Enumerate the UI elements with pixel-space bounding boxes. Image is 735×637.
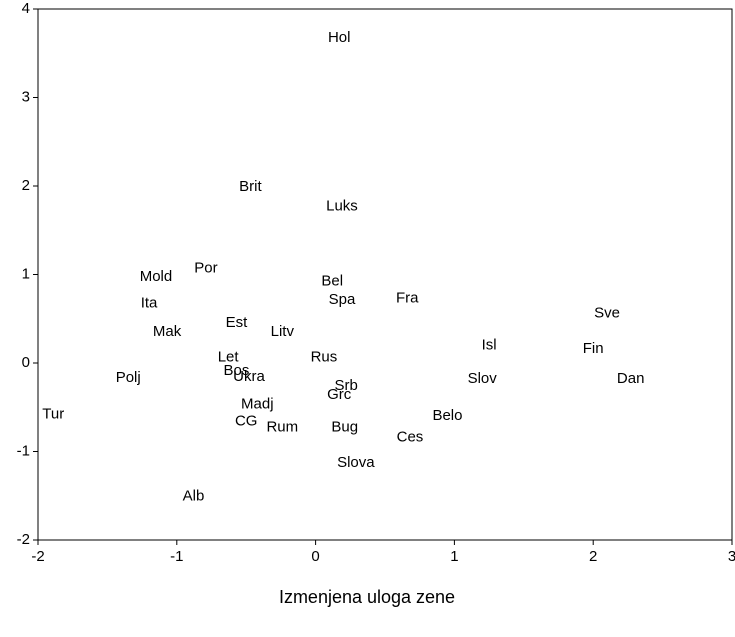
point-label: Belo [432, 407, 462, 424]
point-label: Fra [396, 289, 419, 306]
point-label: Slova [337, 454, 375, 471]
point-label: Rum [266, 419, 298, 436]
point-label: Tur [42, 405, 64, 422]
point-label: Litv [271, 323, 295, 340]
x-tick-label: 3 [728, 548, 735, 565]
point-label: Alb [183, 488, 205, 505]
x-axis-label: Izmenjena uloga zene [279, 587, 455, 607]
y-tick-label: 0 [22, 354, 30, 371]
x-tick-label: -2 [31, 548, 44, 565]
x-tick-label: 0 [311, 548, 319, 565]
point-label: Ita [141, 295, 158, 312]
x-tick-label: 2 [589, 548, 597, 565]
point-label: Sve [594, 304, 620, 321]
point-label: Ukra [233, 368, 265, 385]
y-tick-label: 3 [22, 88, 30, 105]
point-label: Ces [397, 428, 424, 445]
point-label: Brit [239, 178, 262, 195]
y-tick-label: 4 [22, 0, 30, 17]
point-label: Bel [321, 273, 343, 290]
point-label: Fin [583, 340, 604, 357]
x-tick-label: -1 [170, 548, 183, 565]
y-tick-label: 2 [22, 177, 30, 194]
point-label: Madj [241, 396, 274, 413]
point-label: CG [235, 412, 258, 429]
point-label: Dan [617, 370, 645, 387]
point-label: Grc [327, 386, 352, 403]
point-label: Srb [334, 377, 357, 394]
y-tick-label: -2 [17, 531, 30, 548]
point-label: Bug [331, 419, 358, 436]
point-label: Est [226, 314, 249, 331]
x-tick-label: 1 [450, 548, 458, 565]
point-label: Slov [468, 370, 498, 387]
point-label: Por [194, 259, 217, 276]
point-label: Mold [140, 268, 173, 285]
point-label: Let [218, 349, 240, 366]
point-label: Bos [224, 362, 250, 379]
point-label: Rus [311, 349, 338, 366]
point-label: Mak [153, 323, 182, 340]
point-label: Hol [328, 29, 351, 46]
y-tick-label: 1 [22, 265, 30, 282]
y-tick-label: -1 [17, 442, 30, 459]
point-label: Spa [329, 291, 356, 308]
point-label: Polj [116, 369, 141, 386]
point-label: Isl [482, 336, 497, 353]
point-label: Luks [326, 197, 358, 214]
